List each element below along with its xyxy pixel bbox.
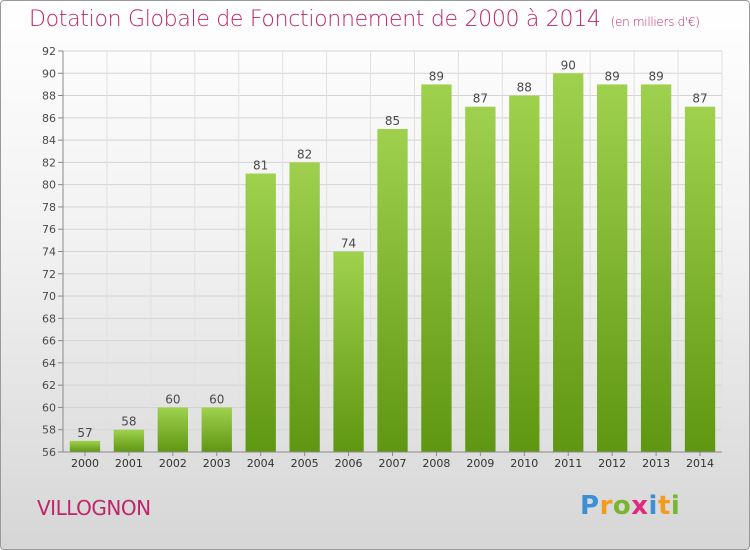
x-tick-label: 2010: [510, 457, 538, 470]
x-tick-label: 2008: [422, 457, 450, 470]
bar: [333, 251, 364, 452]
bar-value-label: 81: [253, 159, 268, 173]
bar: [69, 440, 101, 452]
bar-value-label: 60: [209, 392, 224, 406]
x-tick-label: 2006: [335, 457, 363, 470]
y-tick-label: 64: [42, 357, 56, 370]
x-tick-label: 2012: [598, 457, 626, 470]
x-tick-label: 2004: [247, 457, 275, 470]
chart-unit: (en milliers d'€): [610, 15, 700, 29]
bar: [377, 128, 408, 452]
y-tick-label: 60: [42, 401, 56, 414]
bar-value-label: 89: [429, 69, 444, 83]
y-tick-label: 80: [42, 179, 56, 192]
y-tick-label: 74: [42, 246, 56, 259]
bar: [640, 84, 672, 453]
y-tick-label: 56: [42, 446, 56, 459]
x-tick-label: 2013: [642, 457, 670, 470]
y-axis: 56 58 60 62 64 66 68 70 72 74 76 78 80 82 84 86 88 90 92: [42, 45, 64, 459]
y-tick-label: 84: [42, 134, 56, 147]
y-tick-label: 88: [42, 90, 56, 103]
bar-value-label: 60: [165, 392, 180, 406]
x-tick-label: 2009: [466, 457, 494, 470]
y-tick-label: 90: [42, 67, 56, 80]
x-tick-label: 2002: [159, 457, 187, 470]
x-tick-label: 2001: [115, 457, 143, 470]
bar-value-label: 88: [517, 81, 532, 95]
bar-value-label: 89: [605, 69, 620, 83]
y-tick-label: 78: [42, 201, 56, 214]
bar: [553, 73, 584, 453]
x-tick-label: 2011: [554, 457, 582, 470]
x-tick-label: 2005: [291, 457, 319, 470]
bar-value-label: 82: [297, 147, 312, 161]
bar-value-label: 87: [692, 92, 707, 106]
bar: [509, 95, 540, 453]
y-tick-label: 92: [42, 45, 56, 58]
y-tick-label: 58: [42, 424, 56, 437]
bar: [113, 429, 145, 452]
bar: [684, 106, 716, 452]
bar-value-label: 87: [473, 92, 488, 106]
bar-value-label: 90: [561, 58, 576, 72]
y-tick-label: 72: [42, 268, 56, 281]
bar: [465, 106, 496, 452]
chart-title: Dotation Globale de Fonctionnement de 20…: [29, 7, 700, 32]
bar: [597, 84, 628, 453]
bar: [157, 407, 188, 452]
y-tick-label: 82: [42, 156, 56, 169]
y-tick-label: 62: [42, 379, 56, 392]
bars: [69, 73, 716, 453]
x-tick-label: 2003: [203, 457, 231, 470]
y-tick-label: 70: [42, 290, 56, 303]
bar: [245, 173, 276, 452]
bar-value-label: 85: [385, 114, 400, 128]
commune-name: VILLOGNON: [37, 496, 151, 520]
bar-value-label: 74: [341, 237, 356, 251]
y-tick-label: 68: [42, 312, 56, 325]
bar-value-label: 58: [121, 415, 136, 429]
x-tick-label: 2014: [686, 457, 714, 470]
bar-value-label: 57: [77, 426, 92, 440]
y-tick-label: 76: [42, 223, 56, 236]
x-tick-label: 2007: [379, 457, 407, 470]
x-tick-label: 2000: [71, 457, 99, 470]
bar-value-label: 89: [648, 69, 663, 83]
bar: [289, 162, 320, 452]
x-axis: 2000 2001 2002 2003 2004 2005 2006 2007 2008 2009…: [63, 451, 722, 470]
y-tick-label: 66: [42, 335, 56, 348]
proxiti-logo[interactable]: Proxiti: [580, 491, 681, 521]
y-tick-label: 86: [42, 112, 56, 125]
bar: [201, 407, 232, 452]
data-labels: 57 58 60 60 81 82 74 85 89 87 88 90 89 89 87: [77, 58, 707, 440]
chart-title-text: Dotation Globale de Fonctionnement de 20…: [29, 7, 601, 32]
bar: [421, 84, 452, 453]
